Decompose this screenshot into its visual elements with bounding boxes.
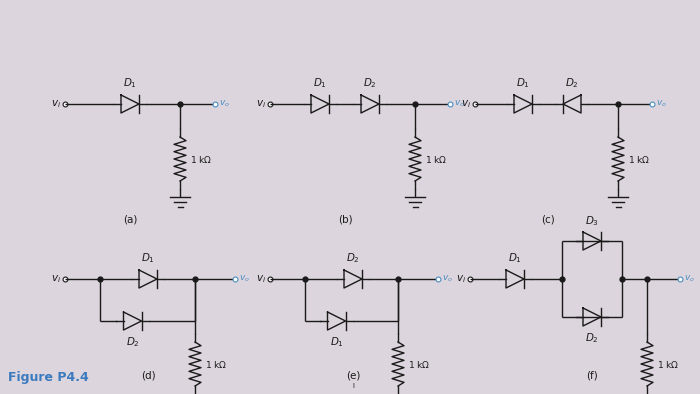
Text: $D_1$: $D_1$: [123, 76, 137, 90]
Text: $v_i$: $v_i$: [256, 273, 266, 285]
Text: (a): (a): [122, 214, 137, 224]
Text: $D_1$: $D_1$: [508, 251, 522, 265]
Text: 1 k$\Omega$: 1 k$\Omega$: [628, 154, 650, 165]
Text: 1 k$\Omega$: 1 k$\Omega$: [205, 359, 228, 370]
Text: $D_1$: $D_1$: [330, 335, 344, 349]
Text: I: I: [352, 383, 354, 389]
Text: $D_2$: $D_2$: [125, 335, 139, 349]
Text: $v_o$: $v_o$: [684, 274, 695, 284]
Text: $v_o$: $v_o$: [442, 274, 453, 284]
Text: $v_o$: $v_o$: [656, 99, 667, 109]
Text: $v_i$: $v_i$: [456, 273, 466, 285]
Text: $v_i$: $v_i$: [51, 98, 61, 110]
Text: (e): (e): [346, 371, 360, 381]
Text: $v_i$: $v_i$: [461, 98, 471, 110]
Text: $D_2$: $D_2$: [346, 251, 360, 265]
Text: 1 k$\Omega$: 1 k$\Omega$: [657, 359, 679, 370]
Text: $D_1$: $D_1$: [141, 251, 155, 265]
Text: $v_i$: $v_i$: [256, 98, 266, 110]
Text: $D_2$: $D_2$: [363, 76, 377, 90]
Text: $D_1$: $D_1$: [516, 76, 530, 90]
Text: Figure P4.4: Figure P4.4: [8, 371, 89, 384]
Text: (b): (b): [337, 214, 352, 224]
Text: $D_1$: $D_1$: [313, 76, 327, 90]
Text: $D_3$: $D_3$: [585, 214, 599, 228]
Text: 1 k$\Omega$: 1 k$\Omega$: [408, 359, 430, 370]
Text: $D_2$: $D_2$: [585, 331, 599, 345]
Text: $v_o$: $v_o$: [219, 99, 230, 109]
Text: 1 k$\Omega$: 1 k$\Omega$: [190, 154, 212, 165]
Text: (d): (d): [141, 371, 155, 381]
Text: $v_i$: $v_i$: [51, 273, 61, 285]
Text: (f): (f): [586, 371, 598, 381]
Text: $v_o$: $v_o$: [239, 274, 250, 284]
Text: (c): (c): [541, 214, 555, 224]
Text: $v_o$: $v_o$: [454, 99, 465, 109]
Text: 1 k$\Omega$: 1 k$\Omega$: [425, 154, 447, 165]
Text: $D_2$: $D_2$: [565, 76, 579, 90]
